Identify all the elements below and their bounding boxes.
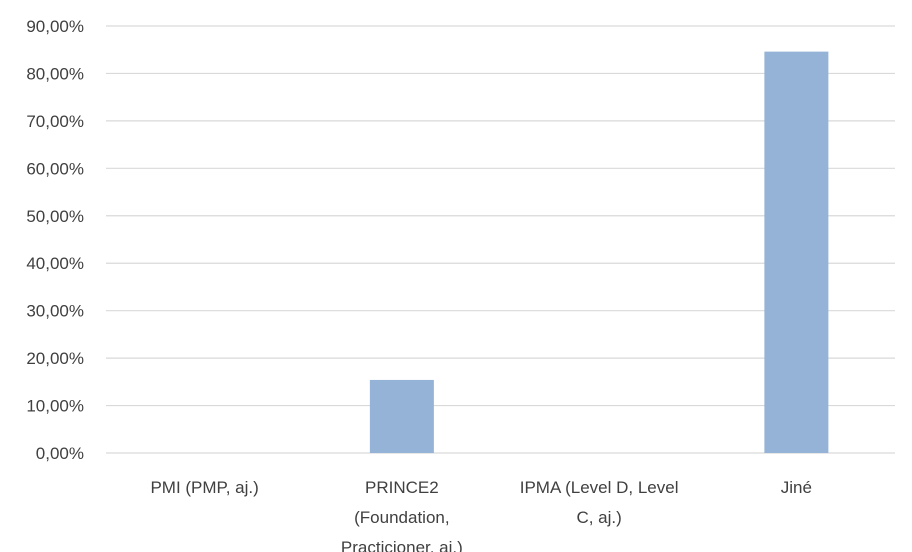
x-category-label: PRINCE2 (Foundation, Practicioner, aj.) xyxy=(341,478,463,552)
bar xyxy=(369,379,434,453)
y-tick-label: 80,00% xyxy=(26,64,84,83)
y-tick-label: 50,00% xyxy=(26,207,84,226)
x-category-label-line: (Foundation, xyxy=(354,508,449,527)
x-category-label-line: Jiné xyxy=(781,478,812,497)
y-tick-label: 90,00% xyxy=(26,17,84,36)
x-category-label-line: PMI (PMP, aj.) xyxy=(150,478,258,497)
x-category-label: Jiné xyxy=(781,478,812,497)
x-category-label-line: C, aj.) xyxy=(576,508,621,527)
x-category-label-line: IPMA (Level D, Level xyxy=(520,478,679,497)
bar xyxy=(764,51,829,454)
x-category-label: PMI (PMP, aj.) xyxy=(150,478,258,497)
y-tick-label: 60,00% xyxy=(26,159,84,178)
y-tick-label: 30,00% xyxy=(26,302,84,321)
x-category-label-line: Practicioner, aj.) xyxy=(341,538,463,552)
x-category-label-line: PRINCE2 xyxy=(365,478,439,497)
y-axis-tick-labels: 0,00% 10,00% 20,00% 30,00% 40,00% 50,00% 60,00… xyxy=(26,17,84,463)
y-tick-label: 40,00% xyxy=(26,254,84,273)
gridlines xyxy=(106,25,895,454)
bars xyxy=(369,51,829,454)
y-tick-label: 70,00% xyxy=(26,112,84,131)
y-tick-label: 20,00% xyxy=(26,349,84,368)
x-axis-category-labels: PMI (PMP, aj.) PRINCE2 (Foundation, Practic… xyxy=(150,478,812,552)
y-tick-label: 0,00% xyxy=(36,444,84,463)
y-tick-label: 10,00% xyxy=(26,397,84,416)
x-category-label: IPMA (Level D, Level C, aj.) xyxy=(520,478,679,527)
